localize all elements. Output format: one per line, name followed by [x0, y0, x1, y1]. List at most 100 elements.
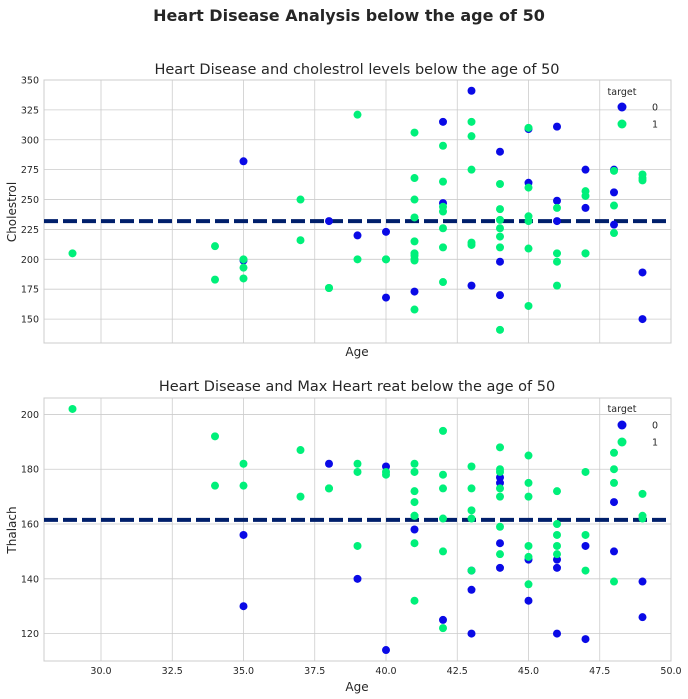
thalach-points — [68, 404, 647, 655]
thalach-point-target-0 — [638, 613, 647, 622]
thalach-point-target-1 — [439, 624, 447, 633]
thalach-point-target-1 — [410, 596, 419, 605]
thalach-point-target-0 — [325, 459, 333, 468]
cholesterol-point-target-0 — [382, 227, 390, 236]
cholesterol-point-target-1 — [581, 191, 590, 200]
cholesterol-point-target-1 — [296, 236, 305, 245]
cholesterol-point-target-0 — [553, 122, 561, 131]
cholesterol-point-target-1 — [553, 257, 561, 266]
cholesterol-y-tick-label: 350 — [21, 76, 39, 87]
thalach-y-axis-label: Thalach — [5, 506, 19, 554]
cholesterol-point-target-0 — [610, 188, 618, 197]
cholesterol-point-target-1 — [410, 305, 419, 314]
thalach-point-target-1 — [553, 487, 561, 496]
thalach-point-target-1 — [239, 459, 248, 468]
cholesterol-point-target-1 — [410, 174, 419, 183]
thalach-legend-marker-1 — [617, 437, 627, 447]
cholesterol-plot-frame — [43, 79, 672, 344]
thalach-point-target-1 — [638, 514, 647, 523]
cholesterol-y-tick-label: 150 — [21, 315, 39, 326]
thalach-y-tick-label: 160 — [21, 520, 39, 531]
thalach-point-target-1 — [496, 522, 504, 531]
thalach-point-target-0 — [467, 585, 476, 594]
thalach-point-target-1 — [496, 492, 504, 501]
cholesterol-y-tick-label: 275 — [21, 165, 39, 176]
thalach-point-target-1 — [581, 467, 590, 476]
thalach-y-tick-label: 200 — [21, 410, 39, 421]
thalach-point-target-0 — [496, 473, 504, 482]
thalach-point-target-1 — [439, 470, 447, 479]
thalach-y-tick-label: 180 — [21, 465, 39, 476]
cholesterol-point-target-0 — [410, 287, 419, 296]
thalach-grid — [44, 398, 672, 661]
cholesterol-point-target-1 — [467, 132, 476, 141]
thalach-x-tick-label: 35.0 — [233, 666, 254, 677]
cholesterol-point-target-1 — [239, 263, 248, 272]
thalach-x-tick-label: 40.0 — [375, 666, 396, 677]
cholesterol-point-target-0 — [467, 281, 476, 290]
cholesterol-point-target-1 — [496, 232, 504, 241]
cholesterol-point-target-1 — [496, 243, 504, 252]
thalach-legend: target 0 1 — [608, 404, 658, 449]
cholesterol-point-target-1 — [524, 123, 533, 132]
cholesterol-legend-marker-1 — [617, 119, 627, 129]
cholesterol-point-target-1 — [410, 195, 419, 204]
thalach-point-target-1 — [638, 489, 647, 498]
cholesterol-point-target-0 — [325, 217, 333, 226]
cholesterol-point-target-1 — [239, 255, 248, 264]
thalach-point-target-1 — [211, 432, 219, 441]
cholesterol-legend: target 0 1 — [608, 87, 658, 131]
cholesterol-point-target-1 — [553, 249, 561, 258]
thalach-point-target-0 — [496, 539, 504, 548]
thalach-point-target-1 — [467, 506, 476, 515]
thalach-point-target-1 — [68, 404, 77, 413]
thalach-point-target-1 — [496, 484, 504, 493]
cholesterol-point-target-1 — [610, 229, 618, 238]
cholesterol-y-tick-label: 200 — [21, 255, 39, 266]
thalach-legend-title: target — [608, 404, 637, 415]
thalach-point-target-1 — [211, 481, 219, 490]
cholesterol-point-target-1 — [553, 203, 561, 212]
cholesterol-point-target-1 — [439, 243, 447, 252]
thalach-point-target-1 — [467, 484, 476, 493]
thalach-y-tick-label: 140 — [21, 574, 39, 585]
cholesterol-point-target-1 — [496, 325, 504, 334]
thalach-point-target-1 — [496, 467, 504, 476]
thalach-x-tick-label: 30.0 — [90, 666, 111, 677]
figure-suptitle: Heart Disease Analysis below the age of … — [153, 6, 545, 25]
cholesterol-point-target-1 — [638, 174, 647, 183]
thalach-point-target-0 — [553, 555, 561, 564]
thalach-x-axis-label: Age — [345, 680, 368, 694]
cholesterol-point-target-1 — [410, 128, 419, 137]
thalach-point-target-1 — [610, 478, 618, 487]
cholesterol-y-tick-label: 325 — [21, 105, 39, 116]
cholesterol-point-target-1 — [410, 213, 419, 222]
thalach-point-target-0 — [638, 577, 647, 586]
cholesterol-point-target-1 — [467, 165, 476, 174]
cholesterol-point-target-1 — [439, 278, 447, 287]
thalach-x-tick-label: 42.5 — [447, 666, 468, 677]
thalach-point-target-0 — [610, 498, 618, 507]
cholesterol-point-target-1 — [353, 255, 362, 264]
thalach-point-target-1 — [581, 530, 590, 539]
cholesterol-point-target-1 — [496, 205, 504, 214]
thalach-x-tick-label: 37.5 — [304, 666, 325, 677]
cholesterol-point-target-1 — [211, 275, 219, 284]
thalach-point-target-1 — [239, 481, 248, 490]
cholesterol-point-target-1 — [410, 237, 419, 246]
thalach-point-target-1 — [439, 426, 447, 435]
thalach-point-target-1 — [353, 459, 362, 468]
thalach-point-target-1 — [524, 541, 533, 550]
cholesterol-point-target-1 — [325, 284, 333, 293]
thalach-point-target-1 — [553, 550, 561, 559]
thalach-point-target-1 — [553, 520, 561, 529]
thalach-x-ticks: 30.0 32.5 35.0 37.5 40.0 42.5 45.0 47.5 50.0 — [90, 666, 681, 677]
cholesterol-point-target-1 — [410, 256, 419, 265]
thalach-point-target-0 — [439, 615, 447, 624]
cholesterol-points — [68, 86, 647, 334]
thalach-point-target-0 — [382, 646, 390, 655]
cholesterol-legend-marker-0 — [617, 102, 627, 112]
thalach-point-target-1 — [353, 467, 362, 476]
